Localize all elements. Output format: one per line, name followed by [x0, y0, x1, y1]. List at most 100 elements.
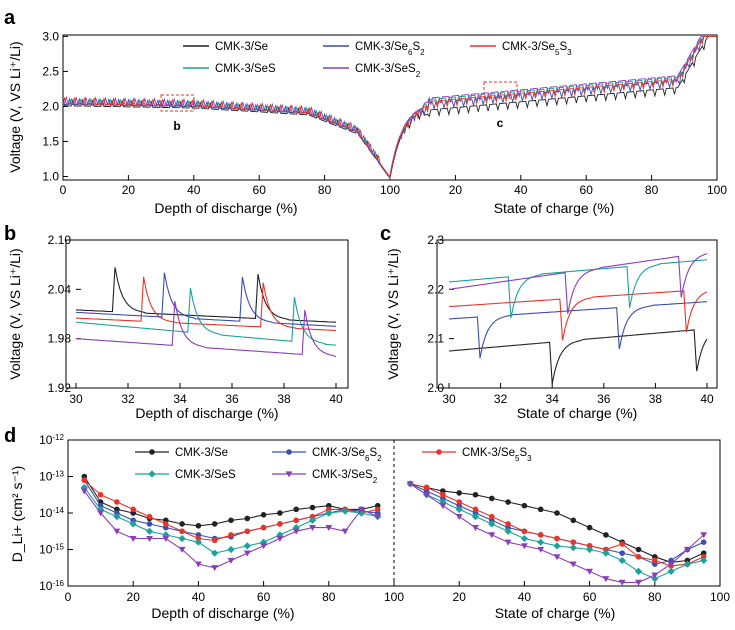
- panel-a-label: a: [4, 7, 16, 29]
- d-point-Se: [228, 517, 234, 524]
- d-series-SeS2-discharge: [83, 490, 378, 569]
- d-point-SeS: [488, 520, 496, 528]
- xtick-label: 36: [597, 392, 611, 406]
- d-point-SeS2: [521, 543, 528, 550]
- panel-c-ylabel: Voltage (V, VS Li⁺/Li): [385, 248, 401, 379]
- d-point-Se5S3: [472, 506, 479, 513]
- panel-b-label: b: [4, 223, 16, 245]
- d-point-Se: [537, 506, 544, 513]
- d-point-Se: [293, 506, 300, 513]
- d-legend-label-Se6S2: CMK-3/Se6S2: [312, 447, 382, 463]
- d-legend-marker-SeS: [148, 470, 156, 478]
- panel-b-ylabel: Voltage (V, VS Li⁺/Li): [7, 248, 23, 379]
- annotation-b: b: [173, 119, 180, 133]
- a-xtick-label: 60: [253, 183, 267, 197]
- d-point-Se5S3: [619, 541, 625, 547]
- a-xtick-label: 40: [514, 183, 528, 197]
- d-series-Se5S3-discharge: [83, 479, 378, 541]
- d-legend-marker-Se6S2: [286, 449, 292, 455]
- ytick-label: 1.92: [48, 381, 72, 395]
- d-series-SeS2-charge: [409, 483, 705, 583]
- d-point-Se5S3: [652, 557, 658, 564]
- a-xtick-label: 40: [187, 183, 201, 197]
- d-xtick-label: 100: [384, 590, 404, 604]
- d-xtick-label: 80: [648, 590, 662, 604]
- ytick-label: 2.10: [48, 233, 72, 247]
- d-point-SeS2: [309, 525, 316, 531]
- d-point-SeS2: [504, 539, 512, 546]
- d-point-Se6S2: [619, 550, 625, 556]
- zoom-box-c: [483, 81, 518, 99]
- panel-c-xlabel: State of charge (%): [517, 405, 638, 421]
- a-ytick-label: 3.0: [42, 29, 59, 43]
- a-xtick-label: 80: [318, 183, 332, 197]
- panel-d-ylabel: D_Li+ (cm² s⁻¹): [9, 466, 25, 562]
- ytick-label: 2.0: [427, 381, 444, 395]
- d-point-SeS: [569, 544, 577, 552]
- panel-b: b Depth of discharge (%) Voltage (V, VS …: [4, 223, 349, 421]
- d-point-SeS: [439, 498, 447, 506]
- d-point-SeS: [227, 545, 235, 554]
- d-legend-marker-Se: [149, 449, 155, 455]
- a-legend-label-SeS2: CMK-3/SeS2: [355, 63, 421, 79]
- d-point-Se: [309, 504, 316, 511]
- d-legend-label-SeS: CMK-3/SeS: [175, 469, 236, 481]
- d-point-Se: [277, 510, 283, 516]
- d-xtick-label: 80: [322, 590, 336, 604]
- d-point-SeS: [194, 538, 202, 546]
- d-point-SeS: [243, 542, 251, 550]
- d-point-Se6S2: [114, 510, 120, 516]
- panel-c: c State of charge (%) Voltage (V, VS Li⁺…: [380, 223, 718, 421]
- d-point-Se5S3: [440, 491, 446, 498]
- d-legend-marker-Se5S3: [436, 449, 442, 455]
- xtick-label: 40: [329, 392, 343, 406]
- d-point-SeS2: [211, 565, 219, 572]
- d-point-SeS: [553, 542, 561, 550]
- d-xtick-label: 20: [127, 590, 141, 604]
- d-point-Se5S3: [163, 521, 169, 527]
- d-point-SeS: [325, 509, 333, 517]
- d-point-SeS2: [472, 525, 479, 531]
- xtick-label: 36: [225, 392, 239, 406]
- d-point-SeS: [520, 534, 528, 543]
- panel-c-label: c: [380, 223, 391, 245]
- xtick-label: 30: [442, 392, 456, 406]
- d-point-SeS2: [358, 506, 365, 513]
- d-point-SeS: [341, 507, 349, 515]
- a-xtick-label: 100: [707, 183, 727, 197]
- series-Se: [448, 329, 708, 384]
- d-point-SeS2: [700, 532, 708, 539]
- d-point-SeS2: [129, 535, 137, 542]
- d-point-Se: [244, 515, 251, 522]
- d-point-Se5S3: [195, 535, 202, 542]
- d-point-Se5S3: [309, 513, 316, 520]
- d-point-SeS2: [635, 579, 642, 586]
- d-point-Se5S3: [489, 513, 495, 520]
- d-point-Se5S3: [700, 554, 707, 560]
- a-xtick-label: 100: [380, 183, 400, 197]
- d-point-Se5S3: [635, 554, 642, 560]
- d-point-Se6S2: [700, 539, 707, 545]
- d-point-Se: [489, 495, 495, 502]
- d-xtick-label: 100: [710, 590, 730, 604]
- d-series-Se5S3-charge: [410, 483, 704, 567]
- d-point-SeS2: [325, 525, 333, 531]
- d-point-SeS2: [80, 488, 88, 495]
- d-point-Se5S3: [456, 499, 463, 505]
- d-xtick-label: 40: [192, 590, 206, 604]
- series-SeS2: [448, 253, 708, 314]
- d-point-Se5S3: [81, 477, 88, 483]
- d-point-SeS: [586, 545, 594, 554]
- panel-d-xlabel-left: Depth of discharge (%): [151, 605, 294, 621]
- d-point-SeS2: [586, 568, 593, 575]
- d-point-SeS: [276, 531, 284, 539]
- d-point-SeS: [129, 520, 137, 528]
- d-point-Se5S3: [260, 524, 267, 531]
- panel-d-label: d: [4, 425, 16, 447]
- annotation-c: c: [497, 116, 504, 130]
- d-point-SeS2: [178, 546, 186, 553]
- d-point-SeS: [357, 509, 365, 517]
- a-xtick-label: 80: [645, 183, 659, 197]
- d-point-SeS2: [455, 514, 463, 521]
- d-ytick-label: 10-13: [39, 469, 64, 484]
